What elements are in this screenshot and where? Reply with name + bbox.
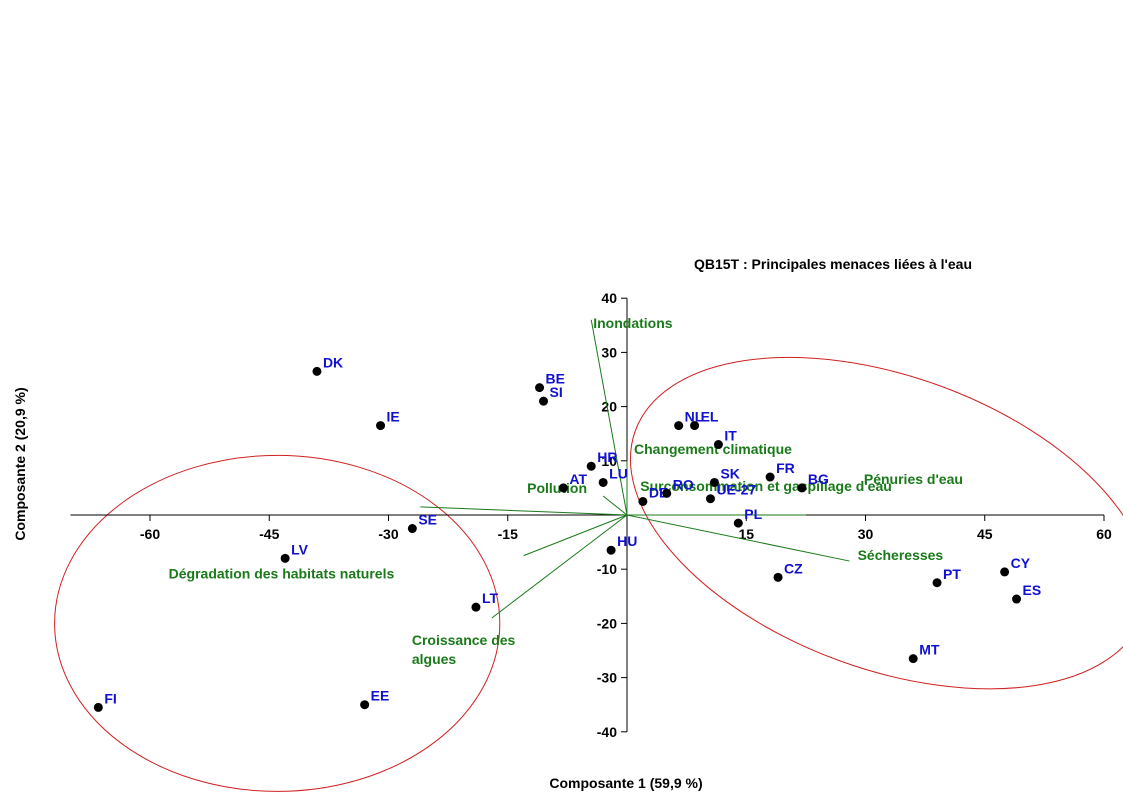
y-tick-label: -20	[597, 615, 617, 631]
point-label-cy: CY	[1011, 555, 1031, 571]
x-tick-label: 45	[977, 526, 993, 542]
point-label-lv: LV	[291, 541, 309, 557]
point-at	[558, 483, 568, 493]
variable-label-pollution: Pollution	[527, 480, 587, 496]
point-label-ee: EE	[371, 688, 390, 704]
point-hr	[586, 461, 596, 471]
point-label-at: AT	[569, 471, 587, 487]
point-label-fr: FR	[776, 460, 795, 476]
point-cz	[773, 572, 783, 582]
y-tick-label: 20	[601, 399, 617, 415]
point-fi	[93, 702, 103, 712]
variable-label-inondations: Inondations	[593, 315, 673, 331]
vector-surconsommation-et-gaspillage-d-eau	[420, 506, 628, 516]
point-label-ro: RO	[673, 476, 694, 492]
variable-label-penuries-d-eau: Pénuries d'eau	[864, 471, 963, 487]
point-label-pl: PL	[744, 506, 762, 522]
point-sk	[709, 477, 719, 487]
point-dk	[312, 366, 322, 376]
point-pl	[733, 518, 743, 528]
point-label-dk: DK	[323, 354, 343, 370]
point-label-ie: IE	[387, 409, 400, 425]
variable-label-surconsommation-et-gaspillage-d-eau: Surconsommation et gaspillage d'eau	[640, 478, 892, 494]
point-label-lu: LU	[609, 465, 628, 481]
point-pt	[932, 578, 942, 588]
variable-label-secheresses: Sécheresses	[858, 547, 944, 563]
point-label-sk: SK	[720, 465, 739, 481]
point-label-hu: HU	[617, 533, 637, 549]
y-tick-label: 10	[601, 453, 617, 469]
point-label-lt: LT	[482, 590, 499, 606]
vector-croissance-des-algues	[491, 514, 628, 619]
point-hu	[606, 545, 616, 555]
point-lt	[471, 602, 481, 612]
y-axis-label: Composante 2 (20,9 %)	[12, 387, 28, 540]
variable-label-degradation-des-habitats-naturels: Dégradation des habitats naturels	[169, 566, 395, 582]
point-label-es: ES	[1023, 582, 1042, 598]
variable-label-croissance-des-algues: Croissance des algues	[412, 632, 516, 667]
cluster-ellipse-2	[629, 356, 1123, 690]
point-label-el: EL	[701, 409, 719, 425]
point-label-se: SE	[418, 512, 437, 528]
point-label-nl: NL	[685, 409, 704, 425]
axes: -60 -45 -30 -15 15 30 45 60 40 30 20 10 -10 -20 -30 -40	[70, 290, 1112, 740]
cluster-ellipses	[54, 356, 1123, 792]
point-lv	[280, 553, 290, 563]
point-nl	[674, 421, 684, 431]
y-tick-label: -30	[597, 670, 617, 686]
x-tick-label: -60	[140, 526, 160, 542]
point-label-mt: MT	[919, 642, 940, 658]
x-tick-label: -15	[498, 526, 518, 542]
point-label-cz: CZ	[784, 560, 803, 576]
point-fr	[765, 472, 775, 482]
point-de	[638, 496, 648, 506]
variable-vectors: Inondations Changement climatique Pénuries…	[169, 315, 963, 667]
point-label-hr: HR	[597, 449, 617, 465]
chart-title: QB15T : Principales menaces liées à l'ea…	[694, 256, 972, 272]
point-mt	[908, 654, 918, 664]
y-tick-label: 40	[601, 290, 617, 306]
point-label-fi: FI	[104, 690, 116, 706]
y-tick-label: -40	[597, 724, 617, 740]
point-es	[1012, 594, 1022, 604]
vector-degradation-des-habitats-naturels	[523, 514, 628, 557]
point-label-it: IT	[724, 428, 737, 444]
vector-secheresses	[626, 514, 850, 562]
vector-inondations	[590, 319, 628, 516]
point-se	[407, 524, 417, 534]
point-label-si: SI	[550, 384, 563, 400]
x-tick-label: -45	[259, 526, 279, 542]
x-tick-label: 60	[1096, 526, 1112, 542]
point-cy	[1000, 567, 1010, 577]
point-be	[535, 383, 545, 393]
x-tick-label: 15	[738, 526, 754, 542]
y-tick-label: 30	[601, 344, 617, 360]
point-label-pt: PT	[943, 566, 961, 582]
variable-label-changement-climatique: Changement climatique	[634, 441, 792, 457]
x-tick-label: 30	[858, 526, 874, 542]
x-axis-label: Composante 1 (59,9 %)	[549, 775, 702, 791]
cluster-ellipse-1	[54, 454, 501, 792]
point-ro	[662, 488, 672, 498]
point-label-bg: BG	[808, 471, 829, 487]
point-ue-27	[705, 494, 715, 504]
point-ie	[376, 421, 386, 431]
point-it	[713, 440, 723, 450]
point-label-de: DE	[649, 484, 668, 500]
y-tick-label: -10	[597, 561, 617, 577]
point-label-be: BE	[546, 371, 565, 387]
point-el	[690, 421, 700, 431]
point-si	[539, 396, 549, 406]
point-label-ue-27: UE-27	[716, 482, 756, 498]
point-lu	[598, 477, 608, 487]
point-bg	[797, 483, 807, 493]
x-tick-label: -30	[378, 526, 398, 542]
point-ee	[360, 700, 370, 710]
vector-pollution	[602, 495, 628, 516]
